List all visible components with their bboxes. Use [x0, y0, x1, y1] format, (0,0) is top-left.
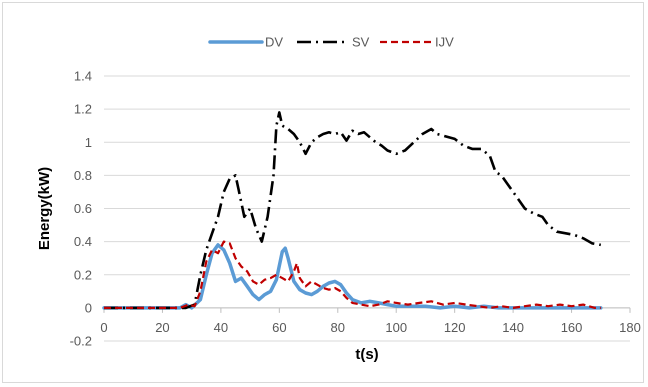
x-tick-label: 100 [385, 320, 407, 335]
legend: DV SV IJV [208, 35, 454, 50]
legend-label-ijv: IJV [435, 35, 454, 50]
y-tick-label: 0.2 [74, 267, 92, 282]
y-tick-label: 0.8 [74, 168, 92, 183]
x-tick-label: 180 [619, 320, 641, 335]
legend-label-sv: SV [352, 35, 370, 50]
y-tick-label: 0 [85, 300, 92, 315]
y-tick-label: 1.2 [74, 102, 92, 117]
series-line-dv [102, 243, 603, 310]
legend-label-dv: DV [265, 35, 283, 50]
y-tick-label: 0.4 [74, 234, 92, 249]
y-axis-title: Energy(kW) [36, 167, 53, 250]
series-line-ijv [104, 240, 601, 309]
x-tick-label: 140 [502, 320, 524, 335]
x-axis-title: t(s) [355, 346, 378, 363]
y-tick-label: -0.2 [70, 334, 92, 349]
series-line-sv [104, 111, 602, 310]
axes: -0.2 0 0.2 0.4 0.6 0.8 1 1.2 1.4 0 20 40 60 80 100 120 1… [70, 69, 641, 349]
x-tick-label: 60 [272, 320, 286, 335]
y-tick-label: 0.6 [74, 201, 92, 216]
chart-frame [2, 2, 644, 383]
y-tick-label: 1 [85, 135, 92, 150]
series-lines [102, 111, 603, 310]
x-tick-label: 80 [331, 320, 345, 335]
x-tick-label: 40 [214, 320, 228, 335]
x-tick-label: 0 [100, 320, 107, 335]
x-tick-label: 120 [444, 320, 466, 335]
y-tick-label: 1.4 [74, 69, 92, 84]
x-tick-label: 160 [561, 320, 583, 335]
x-tick-label: 20 [155, 320, 169, 335]
